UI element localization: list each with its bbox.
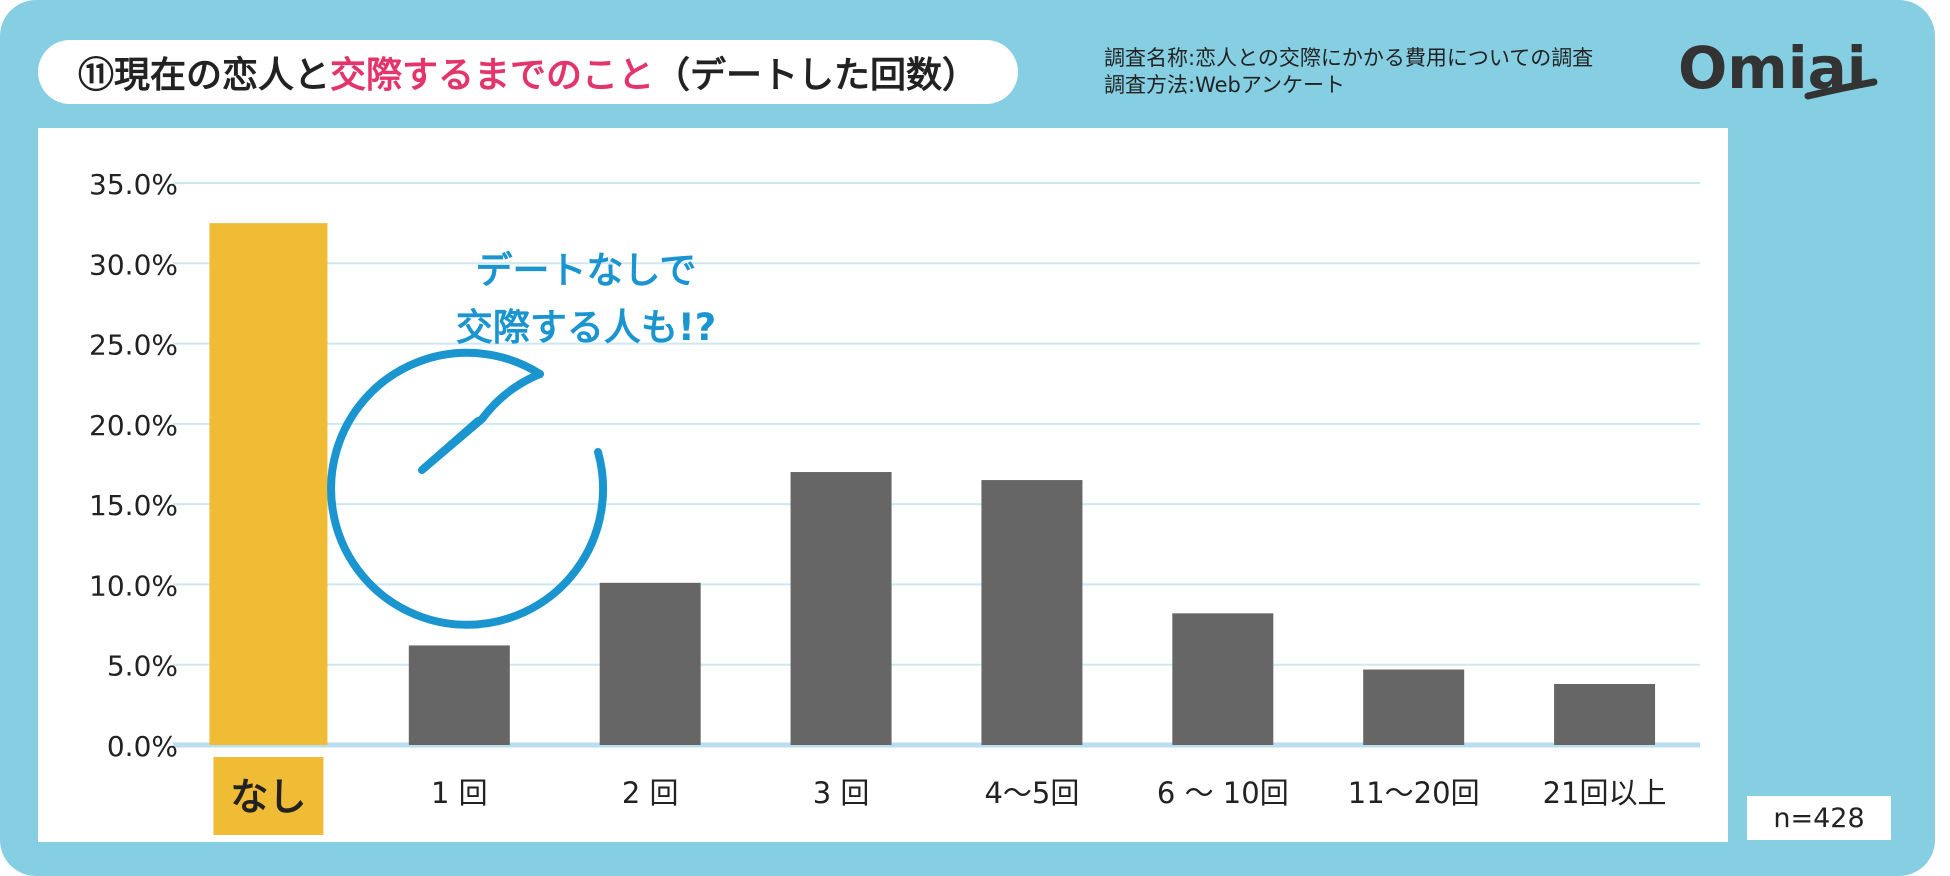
bar-2 xyxy=(599,582,701,745)
bar-0 xyxy=(209,223,328,746)
survey-info: 調査名称:恋人との交際にかかる費用についての調査 調査方法:Webアンケート xyxy=(1104,45,1593,99)
highlight-label-box xyxy=(213,757,324,835)
bar-6 xyxy=(1363,669,1465,745)
chart-title: ⑪現在の恋人と 交際するまでのこと （デートした回数） xyxy=(38,40,1018,104)
survey-method: 調査方法:Webアンケート xyxy=(1104,73,1346,97)
y-tick-label: 35.0% xyxy=(89,168,178,201)
y-tick-label: 25.0% xyxy=(89,329,178,362)
title-prefix: ⑪現在の恋人と xyxy=(78,55,331,96)
y-tick-label: 10.0% xyxy=(89,569,178,602)
y-tick-label: 0.0% xyxy=(107,730,178,763)
chart-panel: 0.0% 5.0% 10.0% 15.0% 20.0% 25.0% 30.0% 35.0% な… xyxy=(38,128,1728,842)
callout-line-2: 交際する人も!? xyxy=(456,306,716,349)
survey-name: 調査名称:恋人との交際にかかる費用についての調査 xyxy=(1104,46,1594,70)
sample-size-badge: n=428 xyxy=(1747,796,1891,840)
x-axis-labels: なし 1 回 2 回 3 回 4〜5回 6 〜 10回 11〜20回 21回以上 xyxy=(213,757,1667,835)
x-tick-label: 11〜20回 xyxy=(1348,776,1480,810)
bar-7 xyxy=(1554,683,1656,745)
title-highlight: 交際するまでのこと xyxy=(330,55,655,96)
x-tick-label: 3 回 xyxy=(813,776,870,810)
x-tick-label: 4〜5回 xyxy=(984,776,1079,810)
callout-line-1: デートなしで xyxy=(476,249,697,292)
bars xyxy=(209,223,1656,746)
y-tick-label: 30.0% xyxy=(89,248,178,281)
title-suffix: （デートした回数） xyxy=(654,55,979,96)
omiai-logo: Omiai xyxy=(1678,34,1878,102)
bar-1 xyxy=(408,645,510,745)
grid-layer xyxy=(173,182,1700,748)
speech-bubble: デートなしで 交際する人も!? xyxy=(327,249,716,629)
y-tick-label: 15.0% xyxy=(89,489,178,522)
x-tick-label: 1 回 xyxy=(431,776,488,810)
x-tick-label: 2 回 xyxy=(622,776,679,810)
x-tick-label: 21回以上 xyxy=(1543,776,1667,810)
x-tick-label: なし xyxy=(230,775,306,819)
bar-5 xyxy=(1172,613,1274,745)
x-tick-label: 6 〜 10回 xyxy=(1157,776,1289,810)
bar-chart: 0.0% 5.0% 10.0% 15.0% 20.0% 25.0% 30.0% 35.0% な… xyxy=(89,168,1700,835)
bar-4 xyxy=(981,480,1083,745)
bar-3 xyxy=(790,472,892,745)
y-axis-ticks: 0.0% 5.0% 10.0% 15.0% 20.0% 25.0% 30.0% 35.0% xyxy=(89,168,178,763)
y-tick-label: 20.0% xyxy=(89,409,178,442)
y-tick-label: 5.0% xyxy=(107,650,178,683)
